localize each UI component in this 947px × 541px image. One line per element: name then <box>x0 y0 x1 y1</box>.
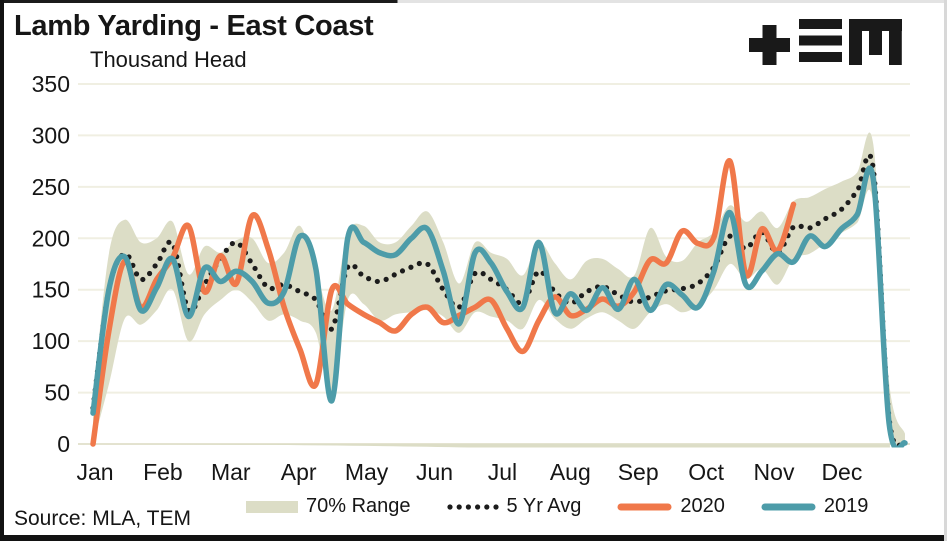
logo-bar-3 <box>799 52 842 62</box>
svg-text:150: 150 <box>32 277 70 303</box>
svg-text:Jan: Jan <box>76 459 113 485</box>
legend-label: 5 Yr Avg <box>506 495 582 517</box>
legend-label: 2020 <box>680 495 725 517</box>
svg-text:300: 300 <box>32 122 70 148</box>
legend-label: 70% Range <box>306 495 411 517</box>
svg-text:Mar: Mar <box>211 459 251 485</box>
svg-text:Apr: Apr <box>281 459 317 485</box>
svg-text:Jul: Jul <box>488 459 517 485</box>
svg-text:250: 250 <box>32 174 70 200</box>
svg-text:0: 0 <box>57 431 70 457</box>
svg-text:Aug: Aug <box>550 459 591 485</box>
logo-plus-horizontal <box>749 38 790 52</box>
tem-logo <box>749 19 902 65</box>
svg-text:Jun: Jun <box>416 459 453 485</box>
svg-text:Dec: Dec <box>821 459 862 485</box>
legend-label: 2019 <box>823 495 869 517</box>
svg-text:Oct: Oct <box>688 459 724 485</box>
legend-item-2019: 2019 <box>761 495 869 518</box>
logo-m-glyph <box>849 19 902 65</box>
teal-line-swatch-icon <box>761 503 816 510</box>
logo-bar-2 <box>799 35 842 46</box>
svg-text:May: May <box>345 459 389 485</box>
svg-text:100: 100 <box>32 328 70 354</box>
left-edge-divider <box>0 0 4 541</box>
svg-text:350: 350 <box>32 71 70 97</box>
chart-legend: 70% Range 5 Yr Avg 2020 2019 <box>246 495 868 518</box>
chart-title: Lamb Yarding - East Coast <box>14 10 374 42</box>
legend-item-70-range: 70% Range <box>246 495 411 518</box>
range-band-swatch-icon <box>246 500 298 513</box>
y-axis-units-label: Thousand Head <box>90 47 247 72</box>
orange-line-swatch-icon <box>617 503 672 510</box>
source-attribution: Source: MLA, TEM <box>14 507 192 530</box>
svg-text:Nov: Nov <box>754 459 795 485</box>
svg-text:50: 50 <box>44 380 70 406</box>
svg-text:Feb: Feb <box>143 459 183 485</box>
bottom-edge-divider <box>0 535 947 541</box>
svg-text:200: 200 <box>32 225 70 251</box>
legend-item-2020: 2020 <box>617 495 725 518</box>
dotted-line-swatch-icon <box>446 503 499 510</box>
legend-item-5yr-avg: 5 Yr Avg <box>446 495 582 518</box>
logo-bar-1 <box>799 19 842 29</box>
top-edge-divider <box>0 0 947 3</box>
right-edge-divider <box>944 0 947 541</box>
svg-text:Sep: Sep <box>618 459 659 485</box>
